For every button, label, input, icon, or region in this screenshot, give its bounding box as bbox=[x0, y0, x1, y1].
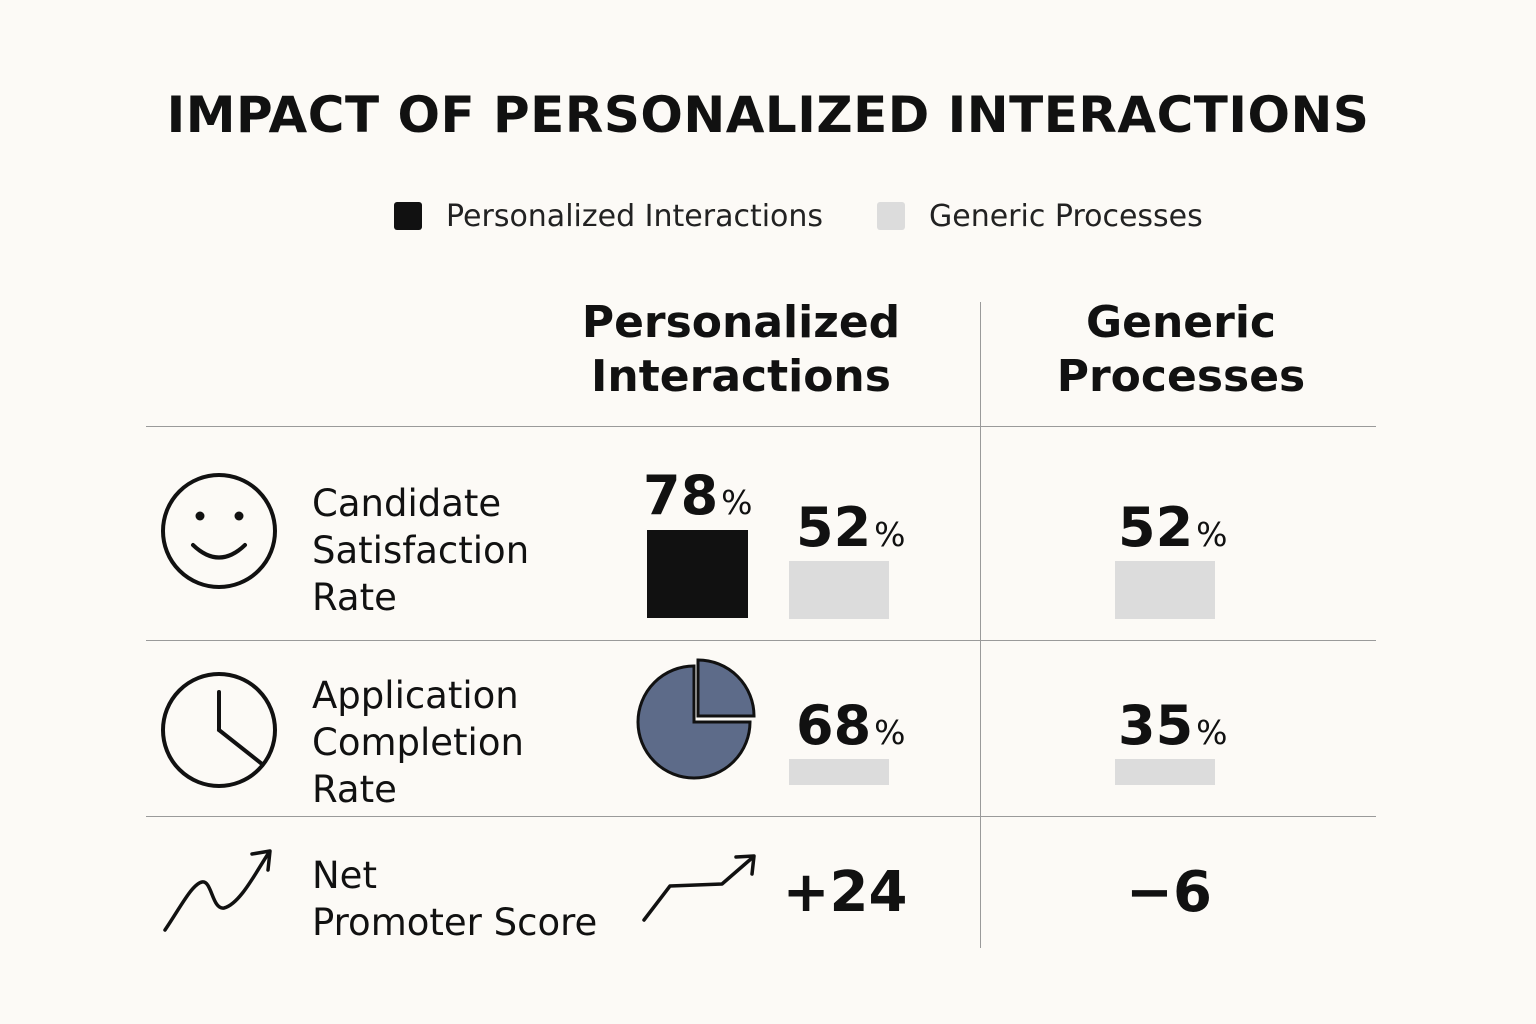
generic-value-satisfaction: 52% bbox=[1118, 496, 1228, 559]
header-divider bbox=[146, 426, 1376, 427]
row-divider-2 bbox=[146, 816, 1376, 817]
personalized-value-nps: +24 bbox=[782, 860, 908, 925]
generic-value-completion: 35% bbox=[1118, 694, 1228, 757]
value-number: 68 bbox=[796, 694, 872, 757]
column-divider bbox=[980, 302, 981, 948]
row-label-line: Rate bbox=[312, 768, 397, 811]
trend-arrow-icon bbox=[642, 854, 756, 922]
row-label-candidate-satisfaction: Candidate Satisfaction Rate bbox=[312, 480, 529, 621]
legend-swatch-generic bbox=[877, 202, 905, 230]
value-number: 78 bbox=[643, 464, 719, 527]
smiley-face-icon bbox=[161, 473, 277, 589]
comparison-bar-satisfaction bbox=[789, 561, 889, 619]
column-header-generic-line1: Generic bbox=[1086, 297, 1276, 348]
value-number: 52 bbox=[796, 496, 872, 559]
comparison-value-satisfaction: 52% bbox=[796, 496, 906, 559]
legend-swatch-personalized bbox=[394, 202, 422, 230]
pie-slice-exploded bbox=[696, 658, 756, 718]
row-label-line: Net bbox=[312, 854, 377, 897]
value-unit: % bbox=[874, 713, 906, 752]
row-label-application-completion: Application Completion Rate bbox=[312, 672, 524, 813]
chart-title: IMPACT OF PERSONALIZED INTERACTIONS bbox=[166, 86, 1370, 144]
row-label-net-promoter: Net Promoter Score bbox=[312, 852, 597, 946]
pie-slice-main bbox=[636, 664, 752, 780]
legend-label-personalized: Personalized Interactions bbox=[446, 198, 824, 234]
personalized-bar-satisfaction bbox=[647, 530, 748, 618]
value-number: 35 bbox=[1118, 694, 1194, 757]
row-label-line: Application bbox=[312, 674, 519, 717]
column-header-personalized-line2: Interactions bbox=[591, 351, 891, 402]
row-divider-1 bbox=[146, 640, 1376, 641]
column-header-generic: Generic Processes bbox=[1000, 296, 1362, 404]
legend-item-personalized: Personalized Interactions bbox=[394, 198, 823, 234]
comparison-bar-completion bbox=[789, 759, 889, 785]
trend-up-icon bbox=[163, 849, 272, 932]
column-header-personalized: Personalized Interactions bbox=[560, 296, 922, 404]
column-header-personalized-line1: Personalized bbox=[581, 297, 901, 348]
clock-icon bbox=[161, 672, 277, 788]
value-unit: % bbox=[1196, 515, 1228, 554]
row-label-line: Satisfaction bbox=[312, 529, 530, 572]
row-label-line: Rate bbox=[312, 576, 397, 619]
value-unit: % bbox=[1196, 713, 1228, 752]
value-number: 52 bbox=[1118, 496, 1194, 559]
value-unit: % bbox=[874, 515, 906, 554]
generic-bar-completion bbox=[1115, 759, 1215, 785]
legend-item-generic: Generic Processes bbox=[877, 198, 1203, 234]
personalized-value-satisfaction: 78% bbox=[643, 464, 753, 527]
value-unit: % bbox=[721, 483, 753, 522]
row-label-line: Candidate bbox=[312, 482, 502, 525]
comparison-value-completion: 68% bbox=[796, 694, 906, 757]
row-label-line: Promoter Score bbox=[312, 901, 598, 944]
legend-label-generic: Generic Processes bbox=[929, 198, 1203, 234]
completion-pie-chart bbox=[636, 658, 756, 780]
generic-value-nps: −6 bbox=[1126, 860, 1212, 925]
row-label-line: Completion bbox=[312, 721, 524, 764]
column-header-generic-line2: Processes bbox=[1056, 351, 1306, 402]
generic-bar-satisfaction bbox=[1115, 561, 1215, 619]
